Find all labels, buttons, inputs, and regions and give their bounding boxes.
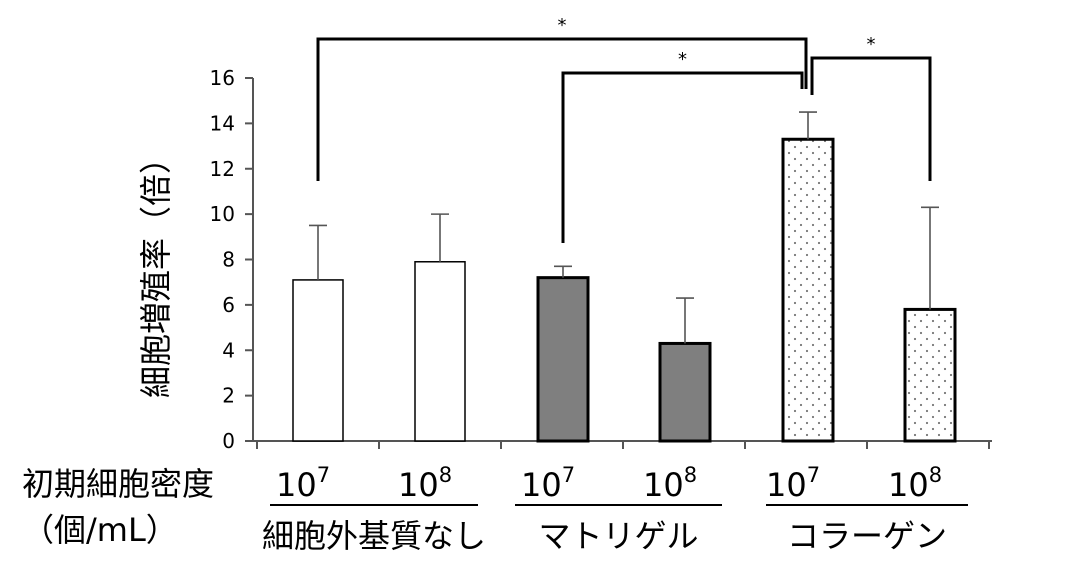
y-axis-label: 細胞増殖率（倍） [137, 141, 175, 399]
category-base: 10 [276, 466, 317, 504]
y-tick-label: 0 [222, 429, 235, 453]
x-category-label: 108 [398, 463, 453, 504]
x-category-label: 108 [643, 463, 698, 504]
category-base: 10 [398, 466, 439, 504]
bar [292, 279, 344, 442]
significance-bracket [561, 71, 804, 243]
group-label: コラーゲン [786, 517, 948, 555]
y-tick-label: 6 [222, 293, 235, 317]
x-category-label: 107 [766, 463, 821, 504]
y-tick-label: 2 [222, 384, 235, 408]
group-label: マトリゲル [538, 517, 699, 555]
x-category-label: 108 [888, 463, 943, 504]
y-tick-label: 8 [222, 248, 235, 272]
y-tick-label: 4 [222, 338, 235, 362]
category-base: 10 [888, 466, 929, 504]
x-category-label: 107 [521, 463, 576, 504]
y-tick-label: 16 [210, 66, 235, 90]
significance-bracket [810, 56, 932, 181]
y-tick-label: 10 [210, 202, 235, 226]
category-base: 10 [766, 466, 807, 504]
bar [658, 341, 712, 443]
category-base: 10 [521, 466, 562, 504]
significance-star: * [678, 49, 687, 70]
significance-bracket [316, 37, 808, 181]
x-axis-title-line1: 初期細胞密度 [22, 465, 215, 503]
category-exponent: 7 [561, 463, 576, 487]
category-exponent: 7 [316, 463, 331, 487]
bar [536, 276, 590, 443]
significance-star: * [558, 15, 567, 36]
category-base: 10 [643, 466, 684, 504]
significance-star: * [867, 34, 876, 55]
bar [903, 307, 957, 443]
x-axis-title-line2: （個/mL） [22, 511, 178, 549]
x-category-label: 107 [276, 463, 331, 504]
y-tick-label: 12 [210, 157, 235, 181]
y-tick-label: 14 [210, 111, 235, 135]
category-exponent: 8 [683, 463, 698, 487]
category-exponent: 8 [928, 463, 943, 487]
group-label: 細胞外基質なし [261, 517, 487, 555]
category-exponent: 7 [806, 463, 821, 487]
bar [781, 137, 835, 443]
bar [414, 261, 466, 442]
category-exponent: 8 [438, 463, 453, 487]
